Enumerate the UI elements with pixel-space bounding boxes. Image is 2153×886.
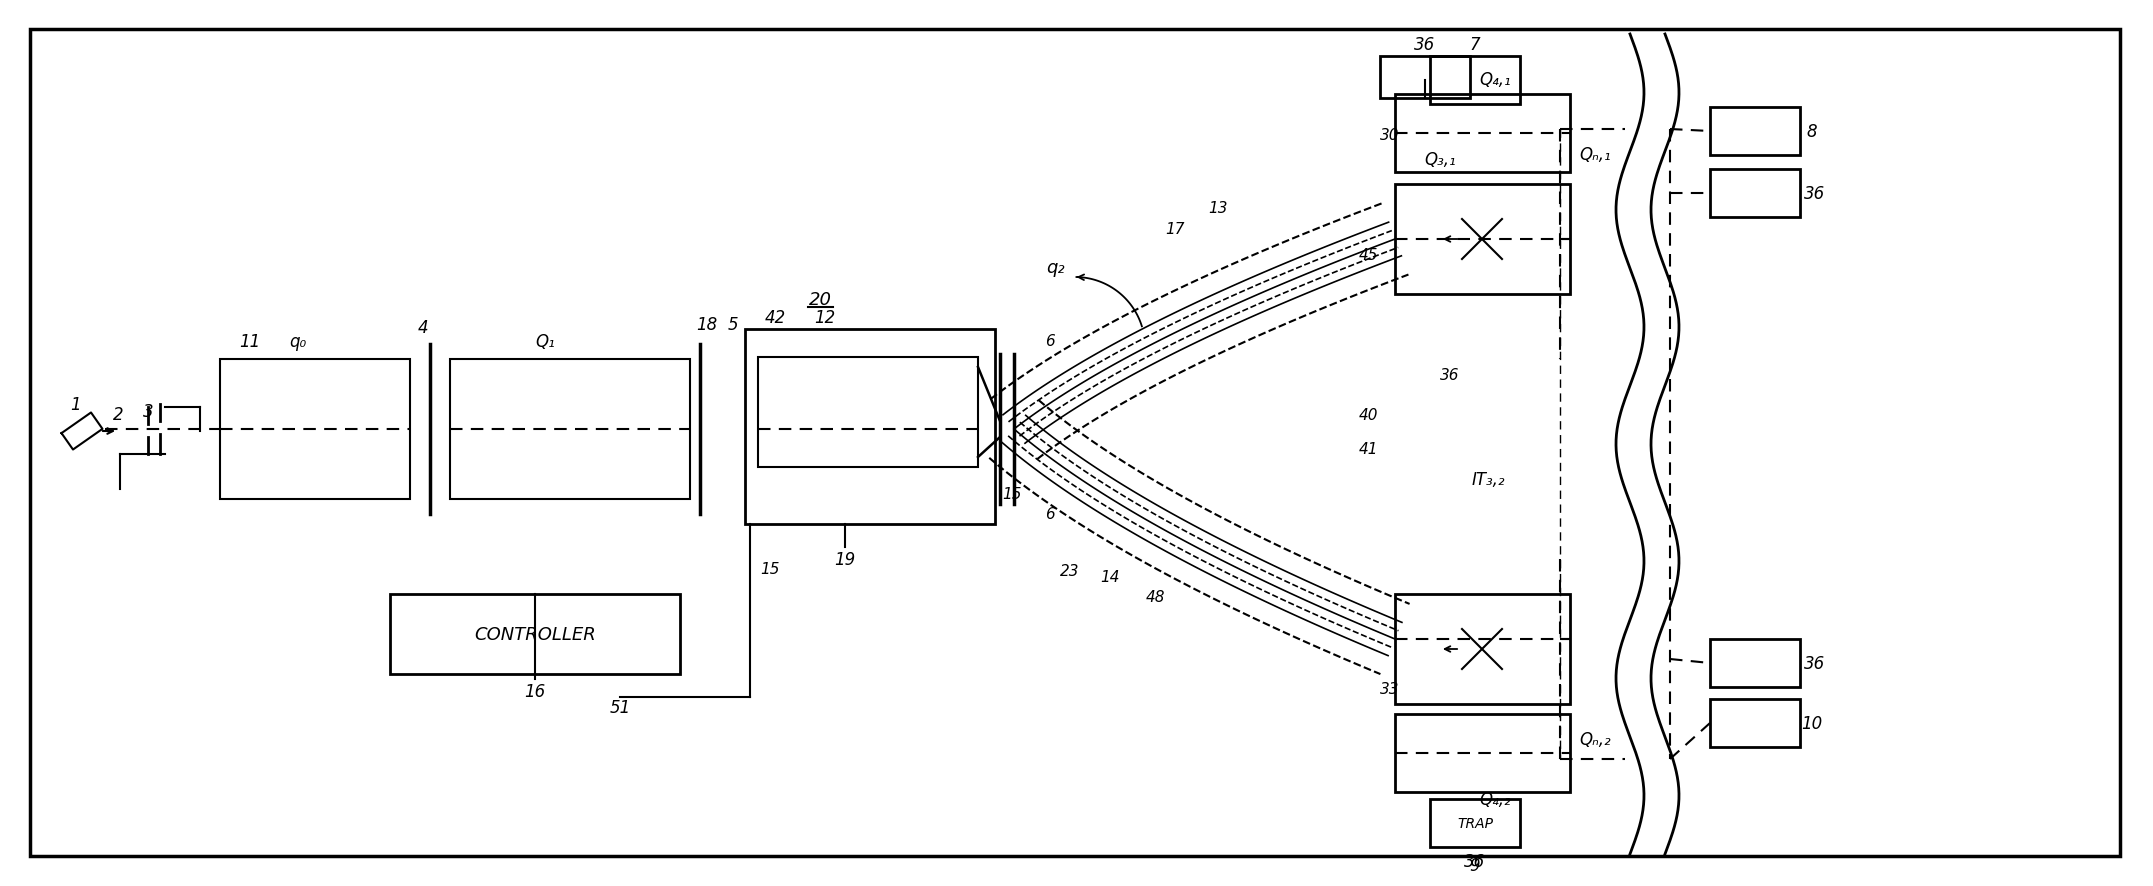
Bar [758, 358, 977, 468]
Text: Q₃,₁: Q₃,₁ [1423, 151, 1455, 169]
Text: 12: 12 [814, 308, 835, 327]
Text: Q₄,₁: Q₄,₁ [1479, 71, 1511, 89]
Text: 18: 18 [695, 315, 717, 334]
Text: IT₃,₂: IT₃,₂ [1470, 470, 1505, 488]
Text: 36: 36 [1415, 36, 1436, 54]
Text: 19: 19 [835, 550, 855, 568]
Text: 13: 13 [1208, 200, 1227, 215]
Text: 17: 17 [1165, 222, 1184, 237]
Bar [1709, 699, 1800, 747]
Bar [1430, 799, 1520, 847]
Bar [220, 360, 409, 500]
Text: 30: 30 [1380, 128, 1399, 143]
Text: 2: 2 [112, 406, 123, 424]
Text: 15: 15 [760, 562, 779, 577]
Bar [1395, 185, 1570, 295]
Text: 3: 3 [142, 402, 153, 421]
Bar [1709, 170, 1800, 218]
Text: Q₁: Q₁ [536, 332, 555, 351]
Text: 5: 5 [728, 315, 738, 334]
Text: TRAP: TRAP [1458, 816, 1492, 830]
Text: 15: 15 [1003, 487, 1023, 502]
Text: 10: 10 [1802, 714, 1824, 732]
Text: q₀: q₀ [289, 332, 306, 351]
Bar [1395, 714, 1570, 792]
Bar [745, 330, 995, 525]
Text: 48: 48 [1145, 590, 1165, 605]
Text: 1: 1 [69, 395, 80, 414]
Text: 9: 9 [1470, 856, 1481, 874]
Bar [1709, 108, 1800, 156]
Text: 23: 23 [1059, 563, 1081, 579]
Bar [1709, 640, 1800, 688]
Text: q₂: q₂ [1046, 259, 1064, 276]
Text: 4: 4 [418, 319, 428, 337]
Text: 11: 11 [239, 332, 261, 351]
Bar [1430, 57, 1520, 105]
Text: 6: 6 [1044, 334, 1055, 349]
Text: 40: 40 [1359, 407, 1378, 422]
Text: 45: 45 [1359, 247, 1378, 262]
Bar [1395, 595, 1570, 704]
Text: 16: 16 [525, 682, 545, 700]
Text: 36: 36 [1440, 367, 1460, 382]
Text: Qₙ,₁: Qₙ,₁ [1578, 146, 1610, 164]
Text: 41: 41 [1359, 442, 1378, 457]
Text: 36: 36 [1804, 654, 1826, 672]
Text: 36: 36 [1804, 185, 1826, 203]
Bar [1395, 95, 1570, 173]
Bar [1380, 57, 1470, 99]
Text: Qₙ,₂: Qₙ,₂ [1578, 730, 1610, 748]
Text: 6: 6 [1044, 507, 1055, 522]
Text: Q₄,₂: Q₄,₂ [1479, 790, 1511, 808]
Text: 7: 7 [1470, 36, 1481, 54]
Text: 20: 20 [810, 291, 831, 308]
Text: 14: 14 [1100, 570, 1120, 585]
Bar [390, 595, 680, 674]
Text: 36: 36 [1464, 852, 1486, 870]
Text: 33: 33 [1380, 681, 1399, 696]
Text: 8: 8 [1806, 123, 1817, 141]
Text: 51: 51 [609, 698, 631, 716]
Text: CONTROLLER: CONTROLLER [474, 626, 596, 643]
Bar [450, 360, 689, 500]
Text: 42: 42 [764, 308, 786, 327]
